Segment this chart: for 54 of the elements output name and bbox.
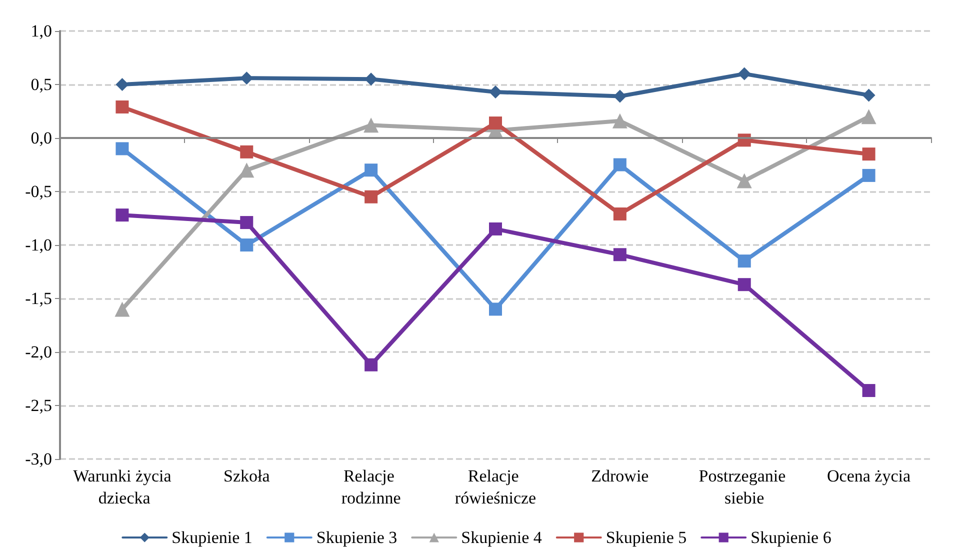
x-tick-label: Warunki życia dziecka bbox=[73, 466, 172, 508]
point bbox=[489, 222, 502, 236]
y-tick-label: -3,0 bbox=[25, 450, 52, 468]
x-tick-label: Szkoła bbox=[224, 466, 270, 486]
x-tick-label: Zdrowie bbox=[591, 466, 649, 486]
point bbox=[114, 302, 130, 317]
legend-label: Skupienie 1 bbox=[172, 528, 252, 547]
y-tick-label: -1,5 bbox=[25, 289, 52, 308]
y-tick-label: -1,0 bbox=[25, 236, 52, 254]
point bbox=[862, 88, 876, 102]
point bbox=[613, 248, 626, 262]
point bbox=[612, 113, 628, 128]
x-tick-label: Relacje rówieśnicze bbox=[454, 466, 536, 508]
point bbox=[240, 145, 254, 158]
point bbox=[489, 116, 502, 130]
point bbox=[240, 72, 254, 85]
y-tick-label: 1,0 bbox=[30, 22, 52, 40]
y-tick-label: -2,0 bbox=[25, 342, 52, 362]
point bbox=[364, 190, 378, 204]
legend-label: Skupienie 6 bbox=[750, 528, 832, 547]
x-tick-label: Ocena życia bbox=[827, 466, 911, 486]
legend-label: Skupienie 5 bbox=[606, 528, 687, 547]
point bbox=[240, 216, 254, 230]
point bbox=[613, 207, 626, 220]
point bbox=[862, 384, 876, 398]
point bbox=[738, 278, 751, 292]
x-tick-label: Postrzeganie siebie bbox=[698, 466, 790, 508]
point bbox=[862, 148, 876, 161]
y-tick-label: -0,5 bbox=[25, 182, 52, 201]
point bbox=[116, 142, 129, 156]
legend-label: Skupienie 4 bbox=[461, 528, 542, 547]
point bbox=[239, 162, 254, 178]
point bbox=[116, 78, 129, 91]
point bbox=[489, 85, 502, 98]
point bbox=[613, 158, 626, 172]
point bbox=[364, 118, 379, 133]
point bbox=[489, 302, 502, 316]
point bbox=[613, 90, 626, 103]
point bbox=[862, 168, 876, 182]
y-tick-label: 0,0 bbox=[30, 128, 52, 148]
point bbox=[116, 100, 129, 114]
point bbox=[861, 109, 876, 124]
legend-label: Skupienie 3 bbox=[316, 528, 398, 547]
y-tick-label: -2,5 bbox=[25, 396, 52, 415]
point bbox=[738, 67, 751, 80]
point bbox=[738, 254, 751, 268]
point bbox=[364, 358, 378, 372]
point bbox=[116, 208, 129, 222]
point bbox=[364, 72, 378, 86]
x-tick-label: Relacje rodzinne bbox=[341, 466, 401, 508]
point bbox=[240, 238, 254, 252]
point bbox=[364, 164, 378, 177]
y-tick-label: 0,5 bbox=[30, 75, 52, 94]
point bbox=[736, 173, 752, 188]
